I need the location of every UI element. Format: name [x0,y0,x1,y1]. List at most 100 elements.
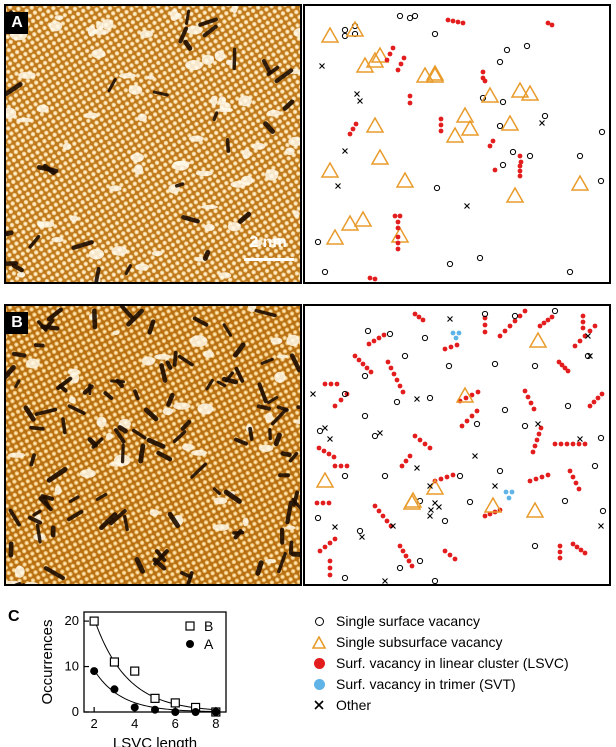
surface-vacancy-marker [356,527,364,535]
bright-defect [84,112,99,119]
lsvc-marker [326,451,332,457]
lsvc-marker [587,328,593,334]
dark-defect [67,404,86,415]
legend-series-b: B [204,618,213,634]
legend-label: Single surface vacancy [336,613,480,629]
bright-defect [293,27,300,38]
legend-item-lsvc: Surf. vacancy in linear cluster (LSVC) [308,654,569,672]
lsvc-marker [591,399,597,405]
lsvc-marker [438,122,444,128]
surface-vacancy-marker [341,26,349,34]
lsvc-marker [316,445,322,451]
lsvc-marker [332,463,338,469]
lsvc-marker [530,449,536,455]
dark-defect [117,425,128,434]
dark-defect [6,230,14,237]
lsvc-marker [580,319,586,325]
dark-defect [288,451,299,463]
surface-vacancy-marker [564,402,572,410]
surface-vacancy-marker [521,422,529,430]
lsvc-marker [573,480,579,486]
dark-defect [95,492,108,501]
lsvc-marker [400,548,406,554]
surface-vacancy-marker [473,420,481,428]
lsvc-marker [360,361,366,367]
bright-defect [265,169,279,181]
lsvc-marker [420,317,426,323]
lsvc-marker [522,388,528,394]
lsvc-marker [512,318,518,324]
bright-defect [258,444,274,452]
lsvc-marker [376,508,382,514]
lsvc-marker [545,317,551,323]
dark-defect [276,405,289,412]
dark-defect [131,428,147,440]
lsvc-marker [567,468,573,474]
bright-defect [154,353,171,360]
lsvc-marker [587,403,593,409]
dark-defect [256,404,271,411]
dark-defect [277,551,287,574]
dark-defect [126,308,144,327]
lsvc-marker [366,341,372,347]
lsvc-marker [368,369,374,375]
bright-defect [293,210,300,218]
bright-defect [242,517,249,527]
lsvc-marker [577,338,583,344]
other-defect-marker [335,183,341,189]
bright-defect [109,185,122,192]
dark-defect [202,249,211,261]
bright-defect [238,95,252,107]
lsvc-marker [416,314,422,320]
x-tick-label: 2 [91,716,98,731]
y-axis-label: Occurrences [39,619,56,704]
lsvc-marker [367,275,373,281]
lsvc-marker [572,343,578,349]
lsvc-marker [531,406,537,412]
dark-defect [113,428,126,444]
bright-defect [111,246,128,256]
dark-defect [36,320,48,332]
dark-defect [35,523,42,544]
surface-vacancy-marker [481,310,489,318]
dark-defect [296,405,300,410]
other-defect-marker [436,504,442,510]
dark-defect [110,379,126,384]
bright-defect [106,432,113,440]
surface-vacancy-marker [341,472,349,480]
lsvc-marker [412,433,418,439]
stm-texture-a [6,6,300,282]
subsurface-vacancy-marker [345,20,365,37]
surface-vacancy-marker [364,327,372,335]
panel-label-b: B [6,312,28,334]
lsvc-marker [372,276,378,282]
legend-label: Single subsurface vacancy [336,634,503,650]
dark-defect [183,39,193,51]
svt-marker [503,489,509,495]
lsvc-marker [480,69,486,75]
bright-defect [191,449,208,456]
subsurface-vacancy-marker [325,228,345,245]
bright-defect [16,117,33,123]
surface-vacancy-marker [499,98,507,106]
dark-defect [44,318,55,331]
dark-defect [205,378,214,391]
dark-defect [43,566,65,581]
lsvc-marker [528,400,534,406]
dark-defect [34,407,58,416]
dark-defect [186,570,194,584]
lsvc-marker [407,93,413,99]
other-defect-marker [327,436,333,442]
dark-defect [11,263,24,273]
surface-vacancy-marker [551,307,559,315]
subsurface-vacancy-marker [480,86,500,103]
lsvc-marker [320,500,326,506]
bright-defect [91,29,109,35]
surface-vacancy-marker [441,517,449,525]
bright-defect [181,443,194,451]
surface-vacancy-marker [446,260,454,268]
other-defect-marker [414,396,420,402]
surface-vacancy-marker [314,514,322,522]
lsvc-marker [322,544,328,550]
dark-defect [156,450,173,462]
